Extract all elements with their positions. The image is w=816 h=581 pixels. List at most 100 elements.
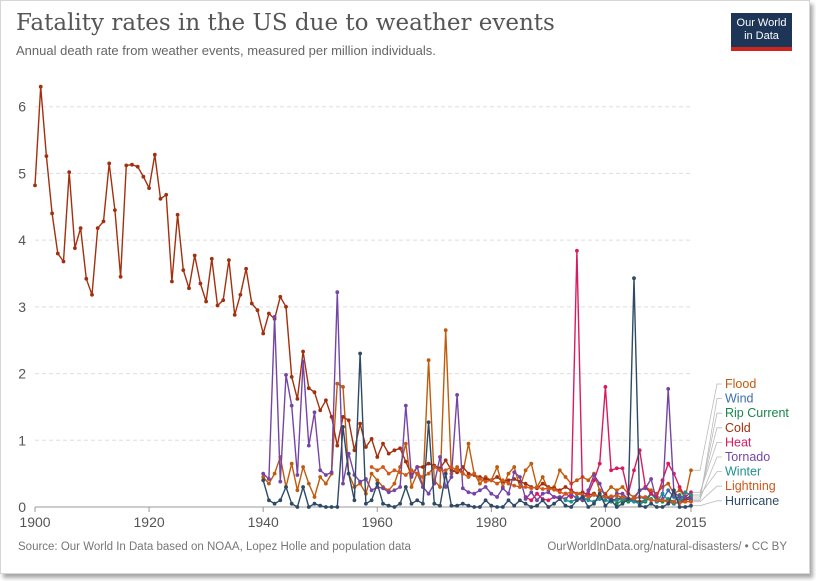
data-point-heat[interactable] <box>529 498 534 503</box>
data-point-lightning[interactable] <box>449 465 454 469</box>
data-point-hurricane[interactable] <box>546 505 551 509</box>
series-heat[interactable] <box>523 248 693 503</box>
data-point-tornado[interactable] <box>358 479 362 484</box>
data-point-hurricane[interactable] <box>392 505 397 509</box>
data-point-cold[interactable] <box>329 415 334 419</box>
data-point-lightning[interactable] <box>512 483 517 488</box>
data-point-hurricane[interactable] <box>386 503 391 508</box>
data-point-cold[interactable] <box>523 481 528 486</box>
data-point-hurricane[interactable] <box>421 501 425 506</box>
data-point-flood[interactable] <box>478 481 482 486</box>
data-point-cold[interactable] <box>341 415 345 419</box>
data-point-hurricane[interactable] <box>289 501 294 506</box>
data-point-hurricane[interactable] <box>603 503 608 508</box>
data-point-hurricane[interactable] <box>535 503 539 508</box>
data-point-winter[interactable] <box>689 493 693 497</box>
data-point-lightning[interactable] <box>500 478 505 483</box>
data-point-tornado[interactable] <box>649 477 653 481</box>
data-point-tornado[interactable] <box>677 495 682 499</box>
data-point-cold[interactable] <box>130 162 134 167</box>
data-point-tornado[interactable] <box>324 473 328 477</box>
data-point-hurricane[interactable] <box>455 503 459 508</box>
data-point-tornado[interactable] <box>552 495 556 499</box>
data-point-hurricane[interactable] <box>552 501 556 506</box>
data-point-cold[interactable] <box>358 421 362 426</box>
data-point-hurricane[interactable] <box>443 471 448 476</box>
data-point-hurricane[interactable] <box>609 498 613 503</box>
legend-label-flood[interactable]: Flood <box>725 377 756 391</box>
series-line-flood[interactable] <box>262 329 692 498</box>
data-point-lightning[interactable] <box>478 477 482 481</box>
data-point-hurricane[interactable] <box>449 503 454 508</box>
data-point-cold[interactable] <box>289 375 294 379</box>
data-point-tornado[interactable] <box>335 290 340 295</box>
data-point-hurricane[interactable] <box>654 505 659 509</box>
data-point-lightning[interactable] <box>409 468 414 473</box>
data-point-flood[interactable] <box>495 465 499 469</box>
data-point-cold[interactable] <box>249 301 254 306</box>
legend-label-lightning[interactable]: Lightning <box>725 479 776 493</box>
data-point-tornado[interactable] <box>403 403 408 408</box>
data-point-tornado[interactable] <box>535 498 539 503</box>
data-point-flood[interactable] <box>523 468 528 473</box>
data-point-tornado[interactable] <box>512 470 517 475</box>
data-point-tornado[interactable] <box>689 497 693 501</box>
data-point-hurricane[interactable] <box>278 498 283 503</box>
data-point-flood[interactable] <box>586 478 591 483</box>
data-point-cold[interactable] <box>466 471 471 476</box>
data-point-cold[interactable] <box>563 485 568 489</box>
data-point-hurricane[interactable] <box>649 501 653 506</box>
data-point-lightning[interactable] <box>426 471 431 476</box>
data-point-hurricane[interactable] <box>409 501 414 506</box>
data-point-cold[interactable] <box>324 398 328 403</box>
data-point-lightning[interactable] <box>432 465 437 469</box>
data-point-lightning[interactable] <box>540 487 545 491</box>
data-point-heat[interactable] <box>632 468 636 473</box>
data-point-flood[interactable] <box>295 488 300 493</box>
data-point-cold[interactable] <box>181 268 186 272</box>
data-point-heat[interactable] <box>677 485 682 489</box>
data-point-cold[interactable] <box>227 258 231 262</box>
data-point-winter[interactable] <box>632 499 636 504</box>
data-point-cold[interactable] <box>215 303 220 308</box>
data-point-flood[interactable] <box>512 465 517 469</box>
data-point-cold[interactable] <box>540 481 545 486</box>
data-point-hurricane[interactable] <box>438 503 442 508</box>
data-point-heat[interactable] <box>569 495 574 499</box>
data-point-tornado[interactable] <box>392 488 397 493</box>
data-point-lightning[interactable] <box>592 493 596 497</box>
data-point-heat[interactable] <box>649 491 653 496</box>
data-point-tornado[interactable] <box>341 481 345 486</box>
data-point-hurricane[interactable] <box>683 505 688 509</box>
data-point-flood[interactable] <box>267 481 271 486</box>
data-point-lightning[interactable] <box>529 486 534 491</box>
data-point-tornado[interactable] <box>586 488 591 493</box>
data-point-flood[interactable] <box>649 488 653 493</box>
data-point-hurricane[interactable] <box>272 501 277 506</box>
data-point-flood[interactable] <box>563 475 568 479</box>
data-point-tornado[interactable] <box>460 486 465 491</box>
data-point-tornado[interactable] <box>289 403 294 408</box>
data-point-cold[interactable] <box>443 458 448 463</box>
data-point-cold[interactable] <box>73 246 77 251</box>
data-point-cold[interactable] <box>278 294 283 299</box>
data-point-heat[interactable] <box>597 461 602 466</box>
data-point-tornado[interactable] <box>398 485 402 489</box>
data-point-flood[interactable] <box>289 461 294 466</box>
data-point-flood[interactable] <box>575 478 579 483</box>
owid-logo[interactable]: Our World in Data <box>731 13 792 51</box>
data-point-cold[interactable] <box>95 226 100 231</box>
data-point-hurricane[interactable] <box>500 505 505 509</box>
data-point-hurricane[interactable] <box>364 501 368 506</box>
data-point-flood[interactable] <box>466 441 471 446</box>
data-point-lightning[interactable] <box>620 495 625 499</box>
data-point-lightning[interactable] <box>649 498 653 503</box>
data-point-cold[interactable] <box>198 281 203 286</box>
data-point-cold[interactable] <box>33 183 37 188</box>
data-point-hurricane[interactable] <box>614 505 619 509</box>
data-point-flood[interactable] <box>392 481 397 486</box>
data-point-tornado[interactable] <box>683 495 688 499</box>
data-point-flood[interactable] <box>324 481 328 486</box>
data-point-hurricane[interactable] <box>460 501 465 506</box>
data-point-hurricane[interactable] <box>523 501 528 506</box>
